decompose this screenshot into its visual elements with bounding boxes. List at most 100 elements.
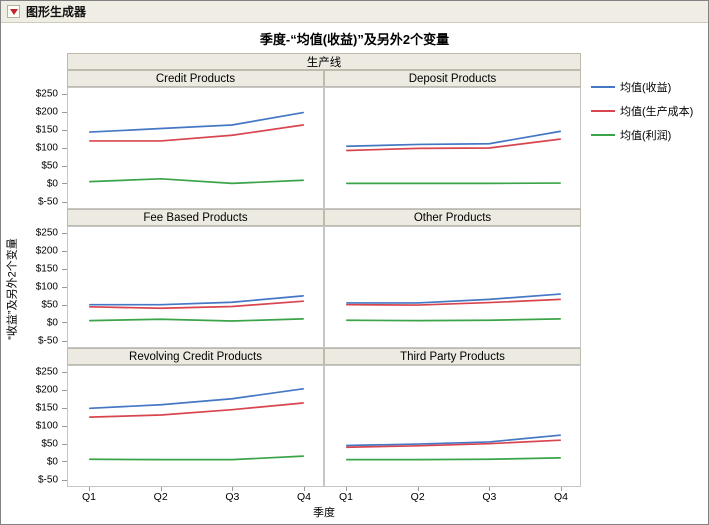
series-line-均值(收益)[interactable] — [347, 131, 560, 146]
plot-panel-other-products[interactable] — [324, 226, 581, 348]
series-line-均值(生产成本)[interactable] — [347, 440, 560, 447]
x-tick-mark — [561, 487, 562, 491]
legend-item-production-cost[interactable]: 均值(生产成本) — [591, 103, 706, 119]
y-tick-label: $50 — [41, 438, 58, 450]
y-axis-ticks-row2[interactable]: $250 $200 $150 $100 $50 $0 $-50 — [21, 226, 67, 348]
y-tick-label: $0 — [46, 317, 58, 329]
y-tick-label: $50 — [41, 299, 58, 311]
x-tick-label: Q3 — [482, 491, 497, 503]
y-tick-mark — [62, 111, 67, 113]
y-tick-mark — [62, 304, 67, 306]
y-tick-label: $150 — [35, 402, 58, 414]
y-axis-ticks-row1[interactable]: $250 $200 $150 $100 $50 $0 $-50 — [21, 87, 67, 209]
disclosure-button[interactable] — [7, 5, 20, 18]
x-tick-label: Q4 — [296, 491, 312, 503]
x-axis-ticks-left[interactable]: Q1 Q2 Q3 Q4 — [67, 487, 324, 504]
panel-header-other-products: Other Products — [324, 209, 581, 226]
series-line-均值(收益)[interactable] — [90, 389, 303, 408]
outline-title-bar: 图形生成器 — [1, 1, 708, 23]
x-tick-label: Q2 — [153, 491, 168, 503]
y-tick-mark — [62, 93, 67, 95]
x-tick-label: Q1 — [81, 491, 97, 503]
x-tick-mark — [89, 487, 90, 491]
series-line-均值(利润)[interactable] — [347, 319, 560, 321]
y-tick-label: $-50 — [37, 474, 58, 486]
y-tick-label: $-50 — [37, 196, 58, 208]
series-line-均值(生产成本)[interactable] — [90, 301, 303, 308]
y-tick-label: $100 — [35, 142, 58, 154]
x-tick-label: Q2 — [410, 491, 425, 503]
panel-header-third-party-products: Third Party Products — [324, 348, 581, 365]
y-tick-label: $-50 — [37, 335, 58, 347]
y-tick-label: $150 — [35, 263, 58, 275]
disclosure-triangle-icon — [9, 8, 18, 15]
plot-panel-deposit-products[interactable] — [324, 87, 581, 209]
y-tick-mark — [62, 165, 67, 167]
y-axis-ticks-row3[interactable]: $250 $200 $150 $100 $50 $0 $-50 — [21, 365, 67, 487]
series-line-均值(生产成本)[interactable] — [347, 299, 560, 305]
x-tick-mark — [160, 487, 162, 491]
series-line-均值(利润)[interactable] — [347, 458, 560, 460]
y-tick-mark — [62, 183, 67, 185]
series-line-均值(生产成本)[interactable] — [90, 125, 303, 141]
x-tick-mark — [232, 487, 234, 491]
report-content: 季度-“均值(收益)”及另外2个变量 “收益”及另外2个变量 生产线 Credi… — [1, 23, 708, 524]
series-line-均值(利润)[interactable] — [90, 319, 303, 321]
plot-panel-revolving-credit-products[interactable] — [67, 365, 324, 487]
panel-header-deposit-products: Deposit Products — [324, 70, 581, 87]
x-axis-title[interactable]: 季度 — [313, 507, 335, 519]
y-tick-label: $0 — [46, 456, 58, 468]
window-title: 图形生成器 — [26, 5, 87, 19]
y-tick-label: $200 — [35, 106, 58, 118]
legend-swatch-revenue — [591, 86, 615, 88]
x-tick-label: Q3 — [225, 491, 240, 503]
legend-item-profit[interactable]: 均值(利润) — [591, 127, 706, 143]
y-tick-mark — [62, 425, 67, 427]
x-axis-ticks-right[interactable]: Q1 Q2 Q3 Q4 — [324, 487, 581, 504]
plot-panel-credit-products[interactable] — [67, 87, 324, 209]
panel-header-credit-products: Credit Products — [67, 70, 324, 87]
y-tick-mark — [62, 286, 67, 288]
y-tick-label: $100 — [35, 281, 58, 293]
x-tick-label: Q1 — [338, 491, 354, 503]
panel-plot-svg — [68, 366, 323, 486]
series-line-均值(收益)[interactable] — [90, 296, 303, 305]
y-tick-mark — [62, 340, 67, 342]
series-line-均值(收益)[interactable] — [347, 294, 560, 303]
panel-plot-svg — [325, 227, 580, 347]
panel-header-revolving-credit-products: Revolving Credit Products — [67, 348, 324, 365]
series-line-均值(利润)[interactable] — [90, 456, 303, 460]
panel-plot-svg — [325, 88, 580, 208]
y-tick-mark — [62, 250, 67, 252]
group-header-production-line: 生产线 — [67, 53, 581, 70]
y-axis-title[interactable]: “收益”及另外2个变量 — [7, 237, 20, 340]
y-tick-mark — [62, 407, 67, 409]
legend-swatch-profit — [591, 134, 615, 136]
panel-plot-svg — [68, 227, 323, 347]
series-line-均值(收益)[interactable] — [90, 113, 303, 132]
y-tick-label: $250 — [35, 88, 58, 100]
y-tick-mark — [62, 479, 67, 481]
plot-panel-fee-based-products[interactable] — [67, 226, 324, 348]
y-tick-label: $200 — [35, 384, 58, 396]
series-line-均值(利润)[interactable] — [90, 179, 303, 184]
panel-plot-svg — [325, 366, 580, 486]
y-tick-label: $0 — [46, 178, 58, 190]
legend-swatch-production-cost — [591, 110, 615, 112]
y-tick-mark — [62, 268, 67, 270]
y-tick-label: $200 — [35, 245, 58, 257]
y-tick-mark — [62, 322, 67, 324]
y-tick-mark — [62, 389, 67, 391]
legend-item-revenue[interactable]: 均值(收益) — [591, 79, 706, 95]
legend-label-revenue: 均值(收益) — [620, 82, 672, 94]
y-tick-label: $100 — [35, 420, 58, 432]
plot-panel-third-party-products[interactable] — [324, 365, 581, 487]
series-line-均值(生产成本)[interactable] — [347, 139, 560, 150]
y-tick-mark — [62, 232, 67, 234]
legend-label-production-cost: 均值(生产成本) — [620, 106, 694, 118]
series-line-均值(收益)[interactable] — [347, 435, 560, 445]
y-tick-label: $150 — [35, 124, 58, 136]
panel-header-fee-based-products: Fee Based Products — [67, 209, 324, 226]
series-line-均值(生产成本)[interactable] — [90, 403, 303, 417]
